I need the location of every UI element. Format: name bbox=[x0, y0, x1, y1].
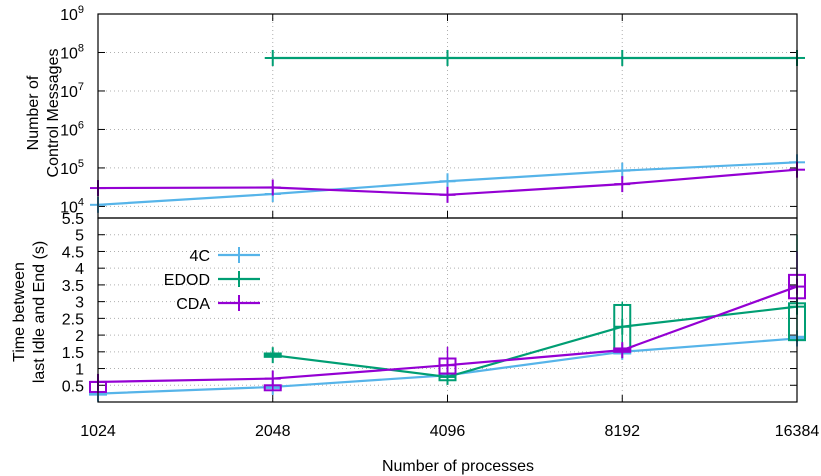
top-series bbox=[90, 49, 805, 213]
bottom-y-axis-label-line2: last Idle and End (s) bbox=[31, 241, 48, 383]
bottom-y-axis-label-line1: Time between bbox=[11, 262, 28, 362]
legend-label-4c: 4C bbox=[190, 248, 210, 265]
x-tick-label: 4096 bbox=[430, 423, 466, 440]
bottom-plot-frame bbox=[97, 217, 798, 403]
x-tick-label: 2048 bbox=[255, 423, 291, 440]
legend-samples bbox=[218, 247, 260, 311]
bottom-y-tick-label: 4.5 bbox=[62, 244, 84, 261]
x-axis-label: Number of processes bbox=[382, 458, 534, 475]
bottom-y-tick-label: 5 bbox=[75, 228, 84, 245]
bottom-y-tick-label: 4 bbox=[75, 261, 84, 278]
top-y-tick-label: 107 bbox=[60, 81, 84, 101]
bottom-y-tick-label: 2.5 bbox=[62, 311, 84, 328]
top-panel: 104 105 106 107 108 109 Number of Control Mes… bbox=[25, 4, 805, 218]
bottom-panel: 0.511.522.533.544.555.5 1024 2048 4096 8192… bbox=[11, 14, 819, 475]
bottom-grid bbox=[97, 14, 798, 402]
top-y-axis-label-line1: Number of bbox=[25, 75, 42, 150]
bottom-y-tick-label: 1 bbox=[75, 362, 84, 379]
bottom-y-tick-label: 1.5 bbox=[62, 345, 84, 362]
top-y-axis-label-line2: Control Messages bbox=[45, 49, 62, 178]
bottom-y-tick-label: 5.5 bbox=[62, 211, 84, 228]
x-tick-label: 8192 bbox=[604, 423, 640, 440]
plot-frames bbox=[97, 13, 798, 403]
bottom-y-tick-label: 2 bbox=[75, 328, 84, 345]
top-y-tick-label: 108 bbox=[60, 42, 84, 62]
legend: 4C EDOD CDA bbox=[164, 247, 260, 313]
bottom-y-tick-labels: 0.511.522.533.544.555.5 bbox=[62, 211, 84, 395]
top-y-tick-label: 104 bbox=[60, 196, 84, 216]
top-y-tick-labels: 104 105 106 107 108 109 bbox=[60, 4, 84, 216]
bottom-y-tick-label: 0.5 bbox=[62, 378, 84, 395]
bottom-y-tick-label: 3 bbox=[75, 295, 84, 312]
legend-label-edod: EDOD bbox=[164, 272, 210, 289]
bottom-y-tick-label: 3.5 bbox=[62, 278, 84, 295]
top-y-tick-label: 105 bbox=[60, 158, 84, 178]
top-y-tick-label: 109 bbox=[60, 4, 84, 24]
top-y-tick-label: 106 bbox=[60, 119, 84, 139]
x-tick-label: 16384 bbox=[775, 423, 820, 440]
x-tick-labels: 1024 2048 4096 8192 16384 bbox=[80, 423, 819, 440]
legend-label-cda: CDA bbox=[176, 296, 210, 313]
x-tick-label: 1024 bbox=[80, 423, 116, 440]
bottom-edod-line bbox=[272, 305, 798, 379]
